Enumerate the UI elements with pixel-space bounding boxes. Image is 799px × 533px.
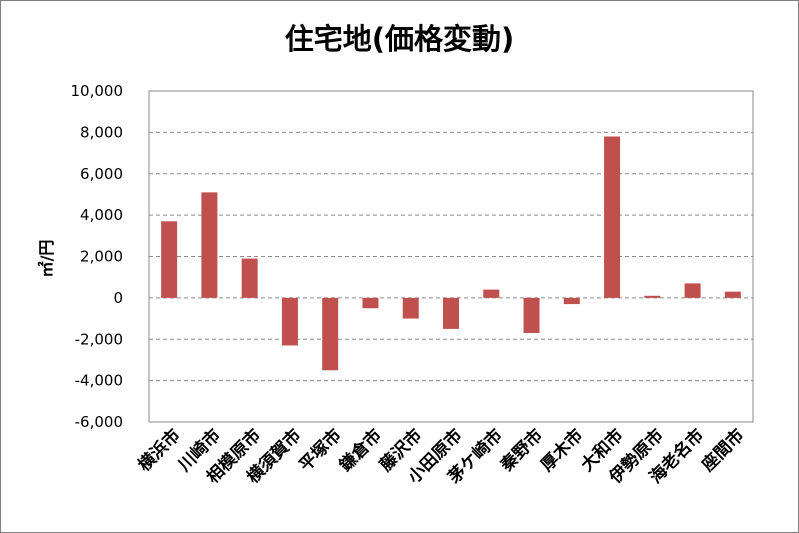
y-tick-label: -4,000: [75, 372, 123, 390]
y-tick-label: 6,000: [80, 165, 123, 183]
y-tick-label: -6,000: [75, 413, 123, 431]
x-axis-categories: 横浜市川崎市相模原市横須賀市平塚市鎌倉市藤沢市小田原市茅ケ崎市秦野市厚木市大和市…: [134, 425, 749, 489]
y-tick-label: 0: [113, 289, 123, 307]
bar: [322, 297, 339, 371]
x-category-label: 平塚市: [295, 425, 346, 476]
bar: [523, 297, 540, 334]
bar: [483, 289, 500, 298]
y-tick-label: 2,000: [80, 248, 123, 266]
bar: [161, 221, 178, 298]
x-category-label: 秦野市: [496, 425, 547, 476]
bar: [563, 297, 580, 305]
gridlines: [149, 131, 753, 382]
y-tick-label: 10,000: [71, 82, 124, 100]
x-category-label: 横浜市: [134, 425, 185, 476]
bar: [443, 297, 459, 329]
bars: [161, 136, 741, 371]
bar: [201, 192, 218, 298]
bar: [724, 291, 741, 298]
bar: [241, 258, 258, 298]
y-tick-label: 8,000: [80, 123, 123, 141]
bar: [604, 136, 621, 298]
bar: [644, 295, 661, 298]
y-axis-ticks: 10,000 8,000 6,000 4,000 2,000 0 -2,000 -4,000 -…: [71, 82, 124, 431]
y-axis-label: ㎡/円: [37, 240, 56, 278]
plot-area: [148, 90, 754, 423]
y-tick-label: 4,000: [80, 206, 123, 224]
bar: [684, 283, 701, 298]
chart-title: 住宅地(価格変動): [284, 22, 515, 56]
y-tick-label: -2,000: [75, 330, 123, 348]
x-category-label: 鎌倉市: [334, 425, 386, 477]
bar: [281, 297, 298, 346]
bar: [402, 297, 419, 319]
bar: [362, 297, 379, 309]
x-category-label: 座間市: [697, 425, 748, 476]
x-category-label: 厚木市: [536, 425, 587, 476]
